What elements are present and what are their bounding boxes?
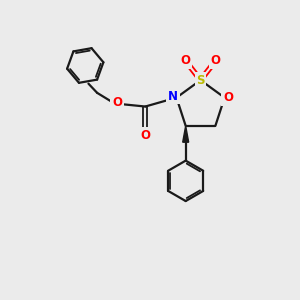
Text: O: O bbox=[112, 96, 122, 109]
Text: O: O bbox=[180, 54, 190, 67]
Text: O: O bbox=[223, 91, 233, 104]
Text: S: S bbox=[196, 74, 205, 87]
Text: O: O bbox=[211, 54, 221, 67]
Text: O: O bbox=[140, 129, 150, 142]
Text: N: N bbox=[168, 90, 178, 103]
Polygon shape bbox=[183, 126, 189, 142]
